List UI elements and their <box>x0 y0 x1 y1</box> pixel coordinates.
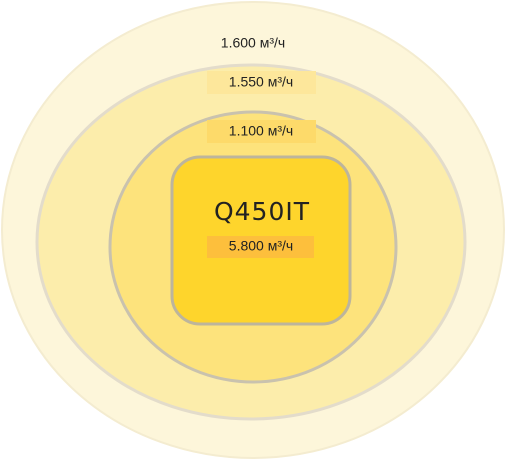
device-name: Q450IT <box>214 197 310 226</box>
zone-label: 1.550 м³/ч <box>229 74 293 90</box>
zone-label: 1.600 м³/ч <box>221 35 285 51</box>
label-background <box>207 236 314 258</box>
device-label: 5.800 м³/ч <box>229 238 293 254</box>
label-background <box>207 120 316 143</box>
label-background <box>207 71 316 94</box>
zone-label: 1.100 м³/ч <box>229 123 293 139</box>
